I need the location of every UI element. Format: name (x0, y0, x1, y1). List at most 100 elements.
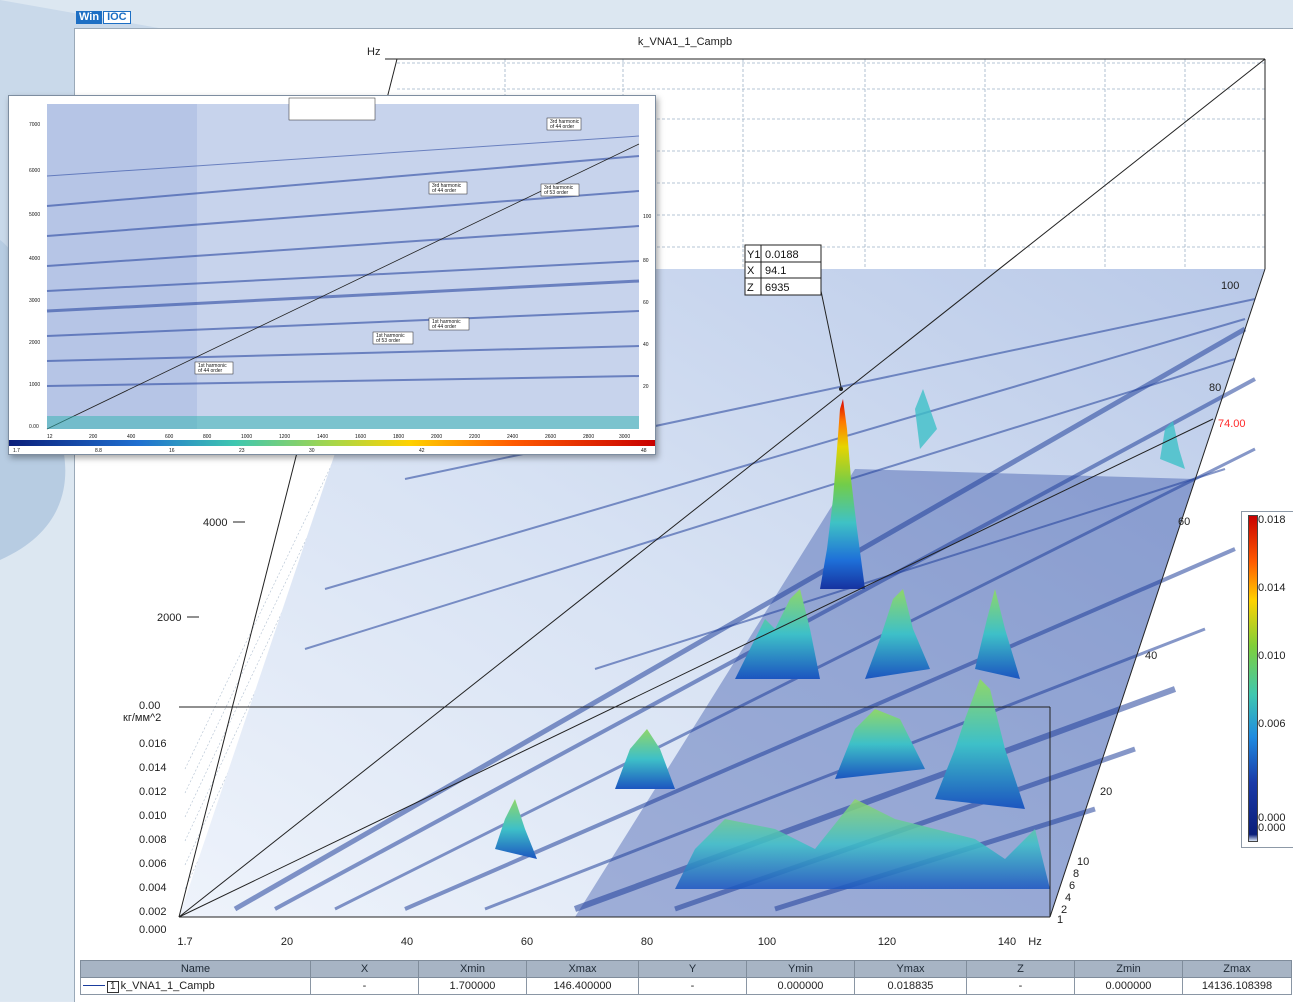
col-header[interactable]: Xmin (418, 960, 527, 978)
inset-x-tick: 12 (47, 434, 53, 440)
inset-right-tick: 100 (643, 214, 652, 220)
z-tick: 0.006 (139, 858, 167, 870)
inset-box-line: 3rd harmonic (432, 183, 462, 189)
inset-box-line: of 53 order (376, 338, 401, 344)
inset-cbar-tick: 1.7 (13, 448, 20, 454)
inset-plot: 7000 6000 5000 4000 3000 2000 1000 0.00 … (9, 97, 655, 454)
x-axis-ticks: 1.7 20 40 60 80 100 120 140 Hz (177, 936, 1041, 948)
tooltip-key: Z (747, 282, 754, 294)
inset-cbar-tick: 48 (641, 448, 647, 454)
col-header[interactable]: Ymax (854, 960, 967, 978)
depth-axis-ticks: 100 80 60 40 20 10 8 6 4 2 1 (1057, 280, 1239, 926)
cell-z: - (966, 977, 1075, 995)
dense-band (575, 469, 1195, 917)
y-tick-2000: 2000 (157, 612, 181, 624)
depth-tick: 80 (1209, 382, 1221, 394)
cell-xmin: 1.700000 (418, 977, 527, 995)
legend-header-row: Name X Xmin Xmax Y Ymin Ymax Z Zmin Zmax (80, 960, 1292, 978)
inset-box-line: of 44 order (198, 368, 223, 374)
x-tick: 20 (281, 936, 293, 948)
col-header[interactable]: Z (966, 960, 1075, 978)
inset-cbar-tick: 30 (309, 448, 315, 454)
inset-x-tick: 1200 (279, 434, 290, 440)
cursor-value: 74.00 (1218, 418, 1246, 430)
inset-right-tick: 20 (643, 384, 649, 390)
color-tick: 0.006 (1258, 718, 1286, 730)
cell-zmin: 0.000000 (1074, 977, 1183, 995)
series-line-icon (83, 985, 105, 987)
inset-x-tick: 1400 (317, 434, 328, 440)
col-header[interactable]: Zmax (1182, 960, 1292, 978)
inset-y-tick: 6000 (29, 168, 40, 174)
inset-cbar-tick: 42 (419, 448, 425, 454)
inset-y-tick: 3000 (29, 298, 40, 304)
cell-y: - (638, 977, 747, 995)
depth-tick: 1 (1057, 914, 1063, 926)
inset-box-line: of 44 order (550, 124, 575, 130)
color-tick: 0.018 (1258, 514, 1286, 526)
inset-x-tick: 600 (165, 434, 174, 440)
tooltip-key: X (747, 265, 755, 277)
col-header[interactable]: Y (638, 960, 747, 978)
inset-right-tick: 40 (643, 342, 649, 348)
inset-x-tick: 2000 (431, 434, 442, 440)
inset-y-tick: 0.00 (29, 424, 39, 430)
x-unit: Hz (1028, 936, 1041, 948)
depth-tick: 100 (1221, 280, 1239, 292)
inset-box-line: of 44 order (432, 324, 457, 330)
x-tick: 140 (998, 936, 1016, 948)
table-row[interactable]: 1 k_VNA1_1_Campb - 1.700000 146.400000 - … (80, 977, 1292, 995)
color-tick: 0.000 (1258, 822, 1286, 834)
inset-x-tick: 200 (89, 434, 98, 440)
col-header[interactable]: Xmax (526, 960, 639, 978)
col-header[interactable]: X (310, 960, 419, 978)
z-tick: 0.004 (139, 882, 167, 894)
z-axis-unit: кг/мм^2 (123, 712, 161, 724)
inset-x-tick: 800 (203, 434, 212, 440)
x-tick: 80 (641, 936, 653, 948)
inset-box-line: of 44 order (432, 188, 457, 194)
depth-tick: 6 (1069, 880, 1075, 892)
color-tick: 0.014 (1258, 582, 1286, 594)
series-index: 1 (107, 980, 119, 993)
main-chart-title: k_VNA1_1_Campb (638, 36, 732, 48)
logo-win: Win (76, 11, 103, 24)
inset-y-tick: 7000 (29, 122, 40, 128)
series-name-cell[interactable]: 1 k_VNA1_1_Campb (80, 977, 311, 995)
x-tick: 100 (758, 936, 776, 948)
inset-x-tick: 400 (127, 434, 136, 440)
z-tick: 0.010 (139, 810, 167, 822)
z-tick: 0.002 (139, 906, 167, 918)
col-header[interactable]: Name (80, 960, 311, 978)
tooltip-value: 6935 (765, 282, 789, 294)
inset-box-line: 1st harmonic (376, 333, 405, 339)
inset-x-tick: 1000 (241, 434, 252, 440)
y-axis-unit: Hz (367, 46, 380, 58)
cell-xmax: 146.400000 (526, 977, 639, 995)
depth-tick: 20 (1100, 786, 1112, 798)
col-header[interactable]: Ymin (746, 960, 855, 978)
inset-x-tick: 3000 (619, 434, 630, 440)
inset-cbar-tick: 23 (239, 448, 245, 454)
series-name: k_VNA1_1_Campb (120, 979, 215, 992)
cell-zmax: 14136.108398 (1182, 977, 1292, 995)
z-axis-ticks: 0.016 0.014 0.012 0.010 0.008 0.006 0.00… (139, 738, 167, 936)
inset-x-tick: 2600 (545, 434, 556, 440)
col-header[interactable]: Zmin (1074, 960, 1183, 978)
color-tick: 0.000 (1258, 812, 1286, 824)
inset-spectrogram[interactable]: 7000 6000 5000 4000 3000 2000 1000 0.00 … (8, 95, 656, 455)
inset-x-tick: 2200 (469, 434, 480, 440)
depth-tick: 10 (1077, 856, 1089, 868)
depth-tick: 8 (1073, 868, 1079, 880)
inset-box-line: 3rd harmonic (544, 185, 574, 191)
inset-x-tick: 2400 (507, 434, 518, 440)
inset-x-tick: 2800 (583, 434, 594, 440)
tooltip-value: 94.1 (765, 265, 786, 277)
spectral-peaks (495, 389, 1185, 889)
inset-box-line: 1st harmonic (432, 319, 461, 325)
color-scale: 0.018 0.014 0.010 0.006 0.000 0.000 (1241, 511, 1293, 848)
color-gradient (1248, 515, 1258, 842)
z-tick: 0.012 (139, 786, 167, 798)
depth-tick: 2 (1061, 904, 1067, 916)
inset-y-tick: 1000 (29, 382, 40, 388)
